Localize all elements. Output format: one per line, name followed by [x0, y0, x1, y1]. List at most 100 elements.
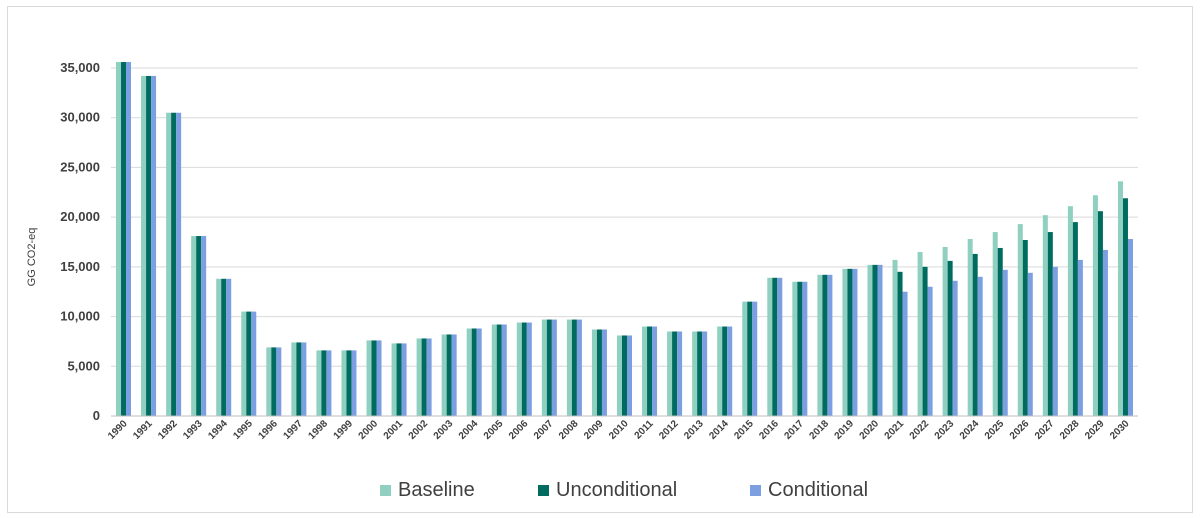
- bar-unconditional-1998: [321, 350, 327, 416]
- bar-baseline-1993: [191, 236, 197, 416]
- bar-unconditional-2003: [446, 334, 452, 416]
- x-tick-label: 2010: [607, 418, 631, 442]
- x-tick-label: 1996: [256, 418, 280, 442]
- bar-baseline-2027: [1042, 215, 1048, 416]
- bar-baseline-1995: [241, 311, 247, 416]
- legend-label: Baseline: [398, 479, 475, 501]
- bar-baseline-2025: [992, 232, 998, 416]
- y-tick-label: 30,000: [60, 110, 100, 125]
- bar-conditional-2025: [1002, 269, 1008, 416]
- bar-unconditional-2021: [897, 271, 903, 416]
- bar-unconditional-2006: [521, 322, 527, 416]
- bar-conditional-1994: [226, 278, 232, 416]
- bar-unconditional-2014: [722, 326, 728, 416]
- bar-baseline-2029: [1092, 195, 1098, 416]
- bar-conditional-2026: [1027, 272, 1033, 416]
- bar-unconditional-2016: [772, 277, 778, 416]
- bar-conditional-2012: [677, 331, 683, 416]
- bar-conditional-2014: [727, 326, 733, 416]
- bar-unconditional-2004: [471, 328, 477, 416]
- bar-conditional-2029: [1102, 249, 1108, 416]
- x-tick-label: 2027: [1033, 418, 1057, 442]
- bar-baseline-2004: [466, 328, 472, 416]
- x-tick-label: 2000: [357, 418, 381, 442]
- bar-conditional-2007: [551, 319, 557, 416]
- bar-baseline-2013: [692, 331, 698, 416]
- bar-baseline-2000: [366, 340, 372, 416]
- bar-conditional-2022: [927, 286, 933, 416]
- bar-conditional-1996: [276, 347, 282, 416]
- bar-baseline-2005: [491, 324, 497, 416]
- bar-conditional-1999: [351, 350, 357, 416]
- bar-unconditional-1997: [296, 342, 302, 416]
- bar-unconditional-2015: [747, 301, 753, 416]
- bar-baseline-2011: [642, 326, 648, 416]
- x-tick-label: 1999: [332, 418, 356, 442]
- bar-baseline-2017: [792, 281, 798, 416]
- bar-baseline-1997: [291, 342, 297, 416]
- bar-baseline-2026: [1017, 224, 1023, 416]
- bar-conditional-2023: [952, 280, 958, 416]
- bar-conditional-2002: [426, 338, 432, 416]
- bar-conditional-2011: [652, 326, 658, 416]
- bar-conditional-2004: [476, 328, 482, 416]
- bar-conditional-2009: [601, 329, 607, 416]
- bar-baseline-2030: [1117, 181, 1123, 416]
- bar-conditional-2030: [1127, 239, 1133, 416]
- bar-conditional-1993: [201, 236, 207, 416]
- x-tick-label: 2016: [757, 418, 781, 442]
- bar-unconditional-2028: [1072, 222, 1078, 416]
- bar-unconditional-2019: [847, 268, 853, 416]
- bar-baseline-2002: [416, 338, 422, 416]
- y-tick-label: 5,000: [67, 358, 100, 373]
- bar-conditional-1991: [151, 75, 157, 416]
- bar-conditional-2005: [501, 324, 507, 416]
- bar-baseline-2015: [742, 301, 748, 416]
- bar-conditional-2019: [852, 268, 858, 416]
- bar-unconditional-2007: [546, 319, 552, 416]
- bar-conditional-1992: [176, 112, 182, 416]
- x-tick-label: 2003: [432, 418, 456, 442]
- x-tick-label: 2012: [657, 418, 681, 442]
- bar-unconditional-2001: [396, 343, 402, 416]
- x-axis-ticks: 1990 1991 1992 1993 1994 1995 1996 1997 1998 1999…: [106, 418, 1132, 442]
- bar-unconditional-1990: [121, 62, 127, 416]
- bar-unconditional-2005: [496, 324, 502, 416]
- x-tick-label: 2021: [883, 418, 907, 442]
- bar-conditional-2013: [702, 331, 708, 416]
- bar-baseline-1991: [141, 75, 147, 416]
- y-tick-label: 25,000: [60, 159, 100, 174]
- x-tick-label: 2001: [382, 418, 406, 442]
- x-tick-label: 2014: [707, 418, 731, 442]
- bar-unconditional-1993: [196, 236, 202, 416]
- legend: Baseline Unconditional Conditional: [380, 479, 868, 501]
- bar-unconditional-1994: [221, 278, 227, 416]
- x-tick-label: 2007: [532, 418, 556, 442]
- bar-baseline-2021: [892, 259, 898, 416]
- bar-unconditional-2012: [672, 331, 678, 416]
- x-tick-label: 2025: [983, 418, 1007, 442]
- x-tick-label: 2030: [1108, 418, 1132, 442]
- x-tick-label: 1993: [181, 418, 205, 442]
- bar-conditional-2028: [1077, 259, 1083, 416]
- x-tick-label: 2018: [808, 418, 832, 442]
- x-tick-label: 2006: [507, 418, 531, 442]
- x-tick-label: 1992: [156, 418, 180, 442]
- y-tick-label: 35,000: [60, 60, 100, 75]
- x-tick-label: 1994: [206, 418, 230, 442]
- bar-baseline-2018: [817, 274, 823, 416]
- bar-baseline-1999: [341, 350, 347, 416]
- bar-baseline-2020: [867, 264, 873, 416]
- bar-unconditional-2029: [1097, 211, 1103, 416]
- legend-label: Unconditional: [556, 479, 677, 501]
- x-tick-label: 2004: [457, 418, 481, 442]
- bar-unconditional-2030: [1122, 198, 1128, 416]
- bar-baseline-2010: [617, 335, 622, 416]
- bar-conditional-2016: [777, 277, 783, 416]
- bar-baseline-1994: [216, 278, 222, 416]
- bar-baseline-2008: [566, 319, 572, 416]
- bar-chart: 0 5,000 10,000 15,000 20,000 25,000 30,000 35,0…: [26, 60, 1138, 501]
- y-axis-ticks: 0 5,000 10,000 15,000 20,000 25,000 30,000 35,0…: [60, 60, 100, 423]
- bar-conditional-1990: [126, 62, 132, 416]
- bar-conditional-1997: [301, 342, 307, 416]
